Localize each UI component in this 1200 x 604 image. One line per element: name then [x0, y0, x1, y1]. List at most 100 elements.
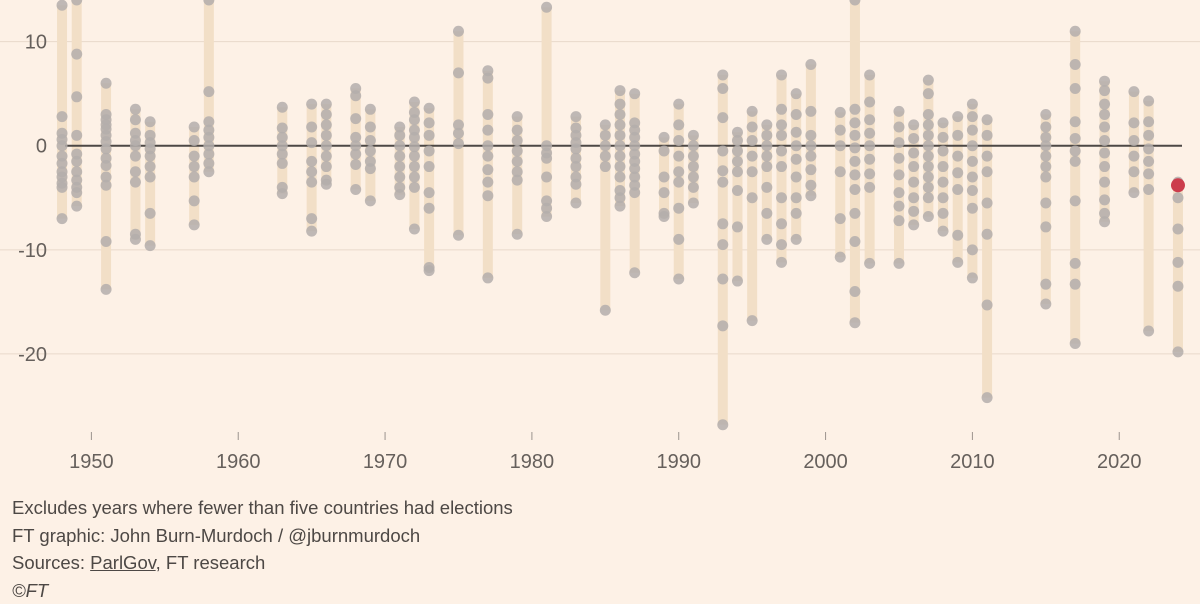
data-point [130, 166, 141, 177]
data-point [805, 59, 816, 70]
data-point [409, 182, 420, 193]
data-point [835, 107, 846, 118]
data-point [615, 140, 626, 151]
data-point [717, 165, 728, 176]
data-point [688, 182, 699, 193]
data-point [923, 151, 934, 162]
data-point [673, 119, 684, 130]
data-point [71, 130, 82, 141]
data-point [835, 125, 846, 136]
data-point [600, 151, 611, 162]
data-point [923, 161, 934, 172]
data-point [57, 140, 68, 151]
data-point [1040, 298, 1051, 309]
data-point [615, 85, 626, 96]
x-tick-label: 1990 [656, 451, 701, 473]
data-point [1143, 95, 1154, 106]
data-point [130, 140, 141, 151]
data-point [1099, 99, 1110, 110]
data-point [570, 179, 581, 190]
graphic-credit: FT graphic: John Burn-Murdoch / @jburnmu… [12, 522, 513, 550]
data-point [409, 224, 420, 235]
data-point [982, 392, 993, 403]
data-point [923, 130, 934, 141]
data-point [1070, 133, 1081, 144]
data-point [365, 121, 376, 132]
data-point [761, 130, 772, 141]
data-point [512, 125, 523, 136]
gridlines [0, 42, 1200, 354]
data-point [688, 161, 699, 172]
data-point [306, 177, 317, 188]
data-point [982, 229, 993, 240]
data-point [849, 208, 860, 219]
data-point [761, 151, 772, 162]
data-point [189, 195, 200, 206]
data-point [1128, 166, 1139, 177]
data-point [394, 171, 405, 182]
data-point [1070, 59, 1081, 70]
data-point [365, 135, 376, 146]
data-point [776, 161, 787, 172]
data-point [952, 184, 963, 195]
data-point [1143, 156, 1154, 167]
data-point [306, 121, 317, 132]
data-point [967, 125, 978, 136]
data-point [864, 182, 875, 193]
data-point [864, 168, 875, 179]
data-point [101, 143, 112, 154]
data-point [952, 151, 963, 162]
data-point [1040, 151, 1051, 162]
data-point [600, 161, 611, 172]
data-point [101, 284, 112, 295]
data-point [835, 252, 846, 263]
data-point [482, 272, 493, 283]
data-point [849, 286, 860, 297]
data-point [864, 154, 875, 165]
data-point [570, 161, 581, 172]
data-point [482, 109, 493, 120]
data-point [321, 119, 332, 130]
data-point [424, 203, 435, 214]
data-point [350, 90, 361, 101]
data-point [864, 97, 875, 108]
data-point [482, 151, 493, 162]
data-point [57, 111, 68, 122]
data-point [688, 197, 699, 208]
data-point [541, 153, 552, 164]
data-point [849, 142, 860, 153]
data-point [732, 156, 743, 167]
data-point [952, 230, 963, 241]
data-point [732, 145, 743, 156]
data-point [453, 26, 464, 37]
data-point [1070, 26, 1081, 37]
y-tick-label: 10 [25, 32, 47, 54]
data-point [908, 119, 919, 130]
data-point [350, 184, 361, 195]
data-point [952, 130, 963, 141]
data-point [482, 73, 493, 84]
parlgov-link[interactable]: ParlGov [90, 552, 155, 573]
data-point [659, 211, 670, 222]
data-point [394, 161, 405, 172]
data-point [923, 171, 934, 182]
data-point [982, 166, 993, 177]
data-point [761, 140, 772, 151]
data-point [747, 166, 758, 177]
data-point [864, 128, 875, 139]
data-point [321, 109, 332, 120]
data-point [71, 91, 82, 102]
data-point [717, 177, 728, 188]
data-point [688, 140, 699, 151]
data-point [673, 99, 684, 110]
data-point [130, 151, 141, 162]
data-point [1172, 224, 1183, 235]
data-point [145, 116, 156, 127]
data-point [982, 114, 993, 125]
data-point [908, 219, 919, 230]
data-point [776, 239, 787, 250]
data-point [1099, 135, 1110, 146]
